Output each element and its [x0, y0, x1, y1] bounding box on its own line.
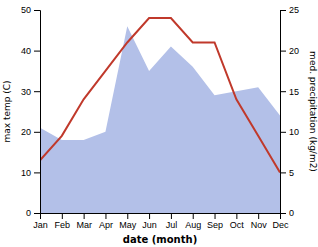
tick: Nov [251, 213, 268, 230]
tick-mark [280, 172, 286, 173]
tick-label: Nov [251, 220, 268, 230]
tick: Apr [99, 213, 113, 230]
tick-mark [280, 10, 286, 11]
tick-mark [127, 213, 128, 219]
marks [40, 18, 280, 213]
tick: 0 [26, 208, 40, 218]
tick-label: May [119, 220, 137, 230]
tick-label: 20 [21, 127, 31, 137]
y2-axis: 0 5 10 15 20 25 [280, 5, 299, 218]
tick-mark [280, 91, 286, 92]
tick: Jul [166, 213, 178, 230]
tick: Aug [185, 213, 201, 230]
tick-label: Mar [76, 220, 92, 230]
y-axis-title: max temp (C) [2, 80, 12, 142]
tick-label: 0 [26, 208, 31, 218]
tick: Jun [142, 213, 157, 230]
tick-label: 50 [21, 5, 31, 15]
tick: 15 [280, 87, 299, 97]
tick: 10 [21, 168, 40, 178]
tick-label: Jun [142, 220, 157, 230]
tick-label: 40 [21, 46, 31, 56]
tick-mark [280, 132, 286, 133]
tick: 30 [21, 87, 40, 97]
tick-mark [280, 213, 286, 214]
tick: 40 [21, 46, 40, 56]
tick: 25 [280, 5, 299, 15]
tick-label: Sep [207, 220, 223, 230]
tick-mark [236, 213, 237, 219]
tick: 10 [280, 127, 299, 137]
tick: Dec [272, 213, 289, 230]
tick-mark [84, 213, 85, 219]
tick: 20 [280, 46, 299, 56]
tick-label: 10 [21, 168, 31, 178]
tick-label: Oct [230, 220, 245, 230]
tick-label: Dec [272, 220, 289, 230]
tick: 20 [21, 127, 40, 137]
tick-mark [280, 51, 286, 52]
y-axis: 0 10 20 30 40 50 [21, 5, 41, 218]
tick: Oct [230, 213, 245, 230]
tick-label: Aug [185, 220, 201, 230]
tick: May [119, 213, 137, 230]
tick-mark [193, 213, 194, 219]
tick: Feb [55, 213, 71, 230]
tick-mark [34, 132, 40, 133]
tick-mark [258, 213, 259, 219]
tick-mark [171, 213, 172, 219]
plot: JanFebMarAprMayJunJulAugSepOctNovDec0102… [21, 5, 299, 230]
line [40, 18, 280, 172]
tick-label: Jul [166, 220, 178, 230]
tick-label: 15 [289, 87, 299, 97]
tick-mark [62, 213, 63, 219]
x-axis: Jan Feb Mar Apr May Jun Jul Aug Sep Oct Nov Dec [33, 213, 289, 230]
tick-mark [34, 213, 40, 214]
tick-mark [34, 91, 40, 92]
tick-label: 5 [289, 168, 294, 178]
y2-axis-title: med. precipitation (kg/m2) [308, 51, 318, 172]
axis-line [281, 11, 287, 214]
chart: JanFebMarAprMayJunJulAugSepOctNovDec0102… [0, 0, 318, 247]
tick-label: Apr [99, 220, 113, 230]
tick-label: 25 [289, 5, 299, 15]
area [40, 26, 280, 213]
tick: Jan [33, 213, 48, 230]
tick-label: 30 [21, 87, 31, 97]
tick-label: 20 [289, 46, 299, 56]
tick: Sep [207, 213, 223, 230]
tick-label: 0 [289, 208, 294, 218]
axis-line [41, 214, 281, 220]
tick: 5 [280, 168, 294, 178]
tick-mark [34, 10, 40, 11]
tick-mark [34, 172, 40, 173]
tick-mark [105, 213, 106, 219]
tick: 0 [280, 208, 294, 218]
axis-line [34, 11, 41, 214]
tick: Mar [76, 213, 92, 230]
x-axis-title: date (month) [123, 234, 197, 245]
tick-mark [215, 213, 216, 219]
tick-label: Jan [33, 220, 48, 230]
tick: 50 [21, 5, 40, 15]
tick-label: Feb [55, 220, 71, 230]
tick-mark [34, 51, 40, 52]
tick-mark [149, 213, 150, 219]
tick-label: 10 [289, 127, 299, 137]
